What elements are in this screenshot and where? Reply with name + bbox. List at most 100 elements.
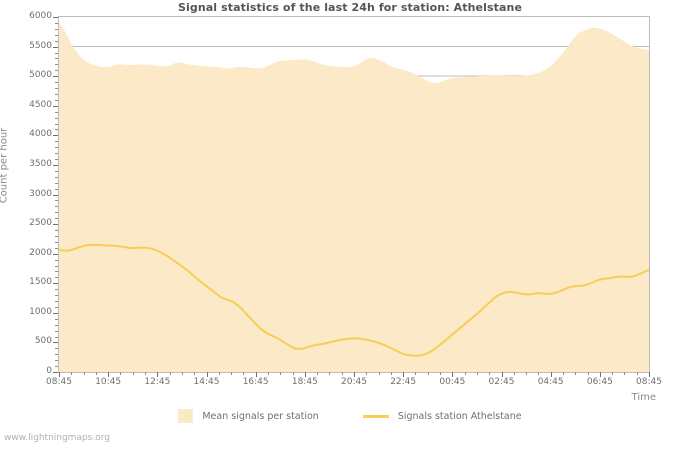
line-swatch-icon [362,414,389,418]
y-minor-tick [55,354,58,356]
x-tick-label: 06:45 [586,377,613,387]
x-tick-mark [206,372,208,377]
x-tick-mark [59,372,60,377]
y-minor-tick [55,206,58,208]
y-minor-tick [55,348,58,350]
x-tick-label: 00:45 [439,377,466,387]
plot-area [58,16,650,373]
y-tick-mark [53,76,58,78]
y-minor-tick [55,147,58,149]
y-tick-label: 4000 [29,129,52,140]
x-minor-tick [132,372,134,375]
y-minor-tick [55,230,58,231]
x-tick-mark [157,372,159,377]
y-minor-tick [55,159,58,160]
x-tick-mark [108,372,110,377]
y-minor-tick [55,259,58,261]
y-minor-tick [55,306,58,308]
y-minor-tick [55,34,58,36]
y-minor-tick [55,52,58,54]
y-minor-tick [55,123,58,125]
chart-title: Signal statistics of the last 24h for st… [177,1,523,14]
y-minor-tick [55,212,58,214]
y-minor-tick [55,330,58,332]
y-tick-mark [53,224,58,226]
y-tick-mark [53,17,58,18]
x-minor-tick [341,372,343,375]
y-minor-tick [55,366,58,368]
y-tick-label: 3500 [29,158,52,169]
y-minor-tick [55,265,58,267]
y-tick-label: 5000 [29,70,52,81]
x-minor-tick [378,372,380,375]
y-minor-tick [55,318,58,320]
y-minor-tick [55,93,58,95]
y-minor-tick [55,28,58,30]
chart-legend: Mean signals per station Signals station… [0,409,700,423]
x-minor-tick [538,372,540,375]
y-minor-tick [55,235,58,237]
x-tick-mark [599,372,601,377]
legend-label-mean-signals: Mean signals per station [202,410,319,422]
y-tick-mark [53,312,58,314]
y-minor-tick [55,301,58,302]
x-tick-mark [550,372,552,377]
y-tick-label: 2000 [29,247,52,258]
y-tick-label: 3000 [29,188,52,199]
y-minor-tick [55,99,58,101]
legend-label-station-signals: Signals station Athelstane [397,410,522,422]
x-minor-tick [636,372,638,375]
x-minor-tick [329,372,331,375]
y-minor-tick [55,129,58,131]
x-minor-tick [612,372,614,375]
x-tick-label: 22:45 [390,377,417,387]
x-minor-tick [464,372,466,375]
x-tick-label: 16:45 [242,377,269,387]
y-tick-mark [53,342,58,344]
x-minor-tick [390,372,392,375]
y-minor-tick [55,324,58,326]
x-tick-label: 12:45 [144,377,171,387]
x-tick-label: 02:45 [488,377,515,387]
x-minor-tick [145,372,147,375]
x-minor-tick [575,372,577,375]
x-tick-label: 14:45 [193,377,220,387]
y-tick-mark [53,46,58,48]
y-axis-title: Count per hour [0,127,10,204]
y-tick-mark [53,135,58,137]
x-tick-label: 10:45 [95,377,122,387]
legend-item-station-signals[interactable]: Signals station Athelstane [362,410,522,422]
y-minor-tick [55,247,58,249]
x-tick-label: 04:45 [537,377,564,387]
x-minor-tick [194,372,196,375]
x-minor-tick [366,372,368,375]
y-tick-mark [53,253,58,255]
y-tick-mark [53,283,58,285]
x-minor-tick [280,372,282,375]
x-tick-label: 08:45 [46,377,72,387]
y-tick-label: 500 [34,336,52,347]
x-tick-label: 20:45 [341,377,367,387]
x-tick-mark [304,372,306,377]
y-minor-tick [55,82,58,84]
y-minor-tick [55,271,58,273]
area-swatch-icon [178,409,194,423]
y-tick-label: 2500 [29,218,52,229]
x-minor-tick [415,372,417,375]
x-axis-title: Time [631,392,656,403]
x-minor-tick [562,372,564,375]
y-minor-tick [55,200,58,202]
y-minor-tick [55,22,58,24]
y-tick-label: 0 [46,366,52,376]
y-minor-tick [55,188,58,190]
legend-item-mean-signals[interactable]: Mean signals per station [178,409,319,423]
y-minor-tick [55,58,58,60]
x-minor-tick [440,372,442,375]
y-tick-mark [53,194,58,196]
x-tick-label: 18:45 [291,377,318,387]
x-tick-mark [354,372,355,377]
y-minor-tick [55,64,58,66]
y-minor-tick [55,170,58,172]
y-tick-label: 4500 [29,99,52,110]
